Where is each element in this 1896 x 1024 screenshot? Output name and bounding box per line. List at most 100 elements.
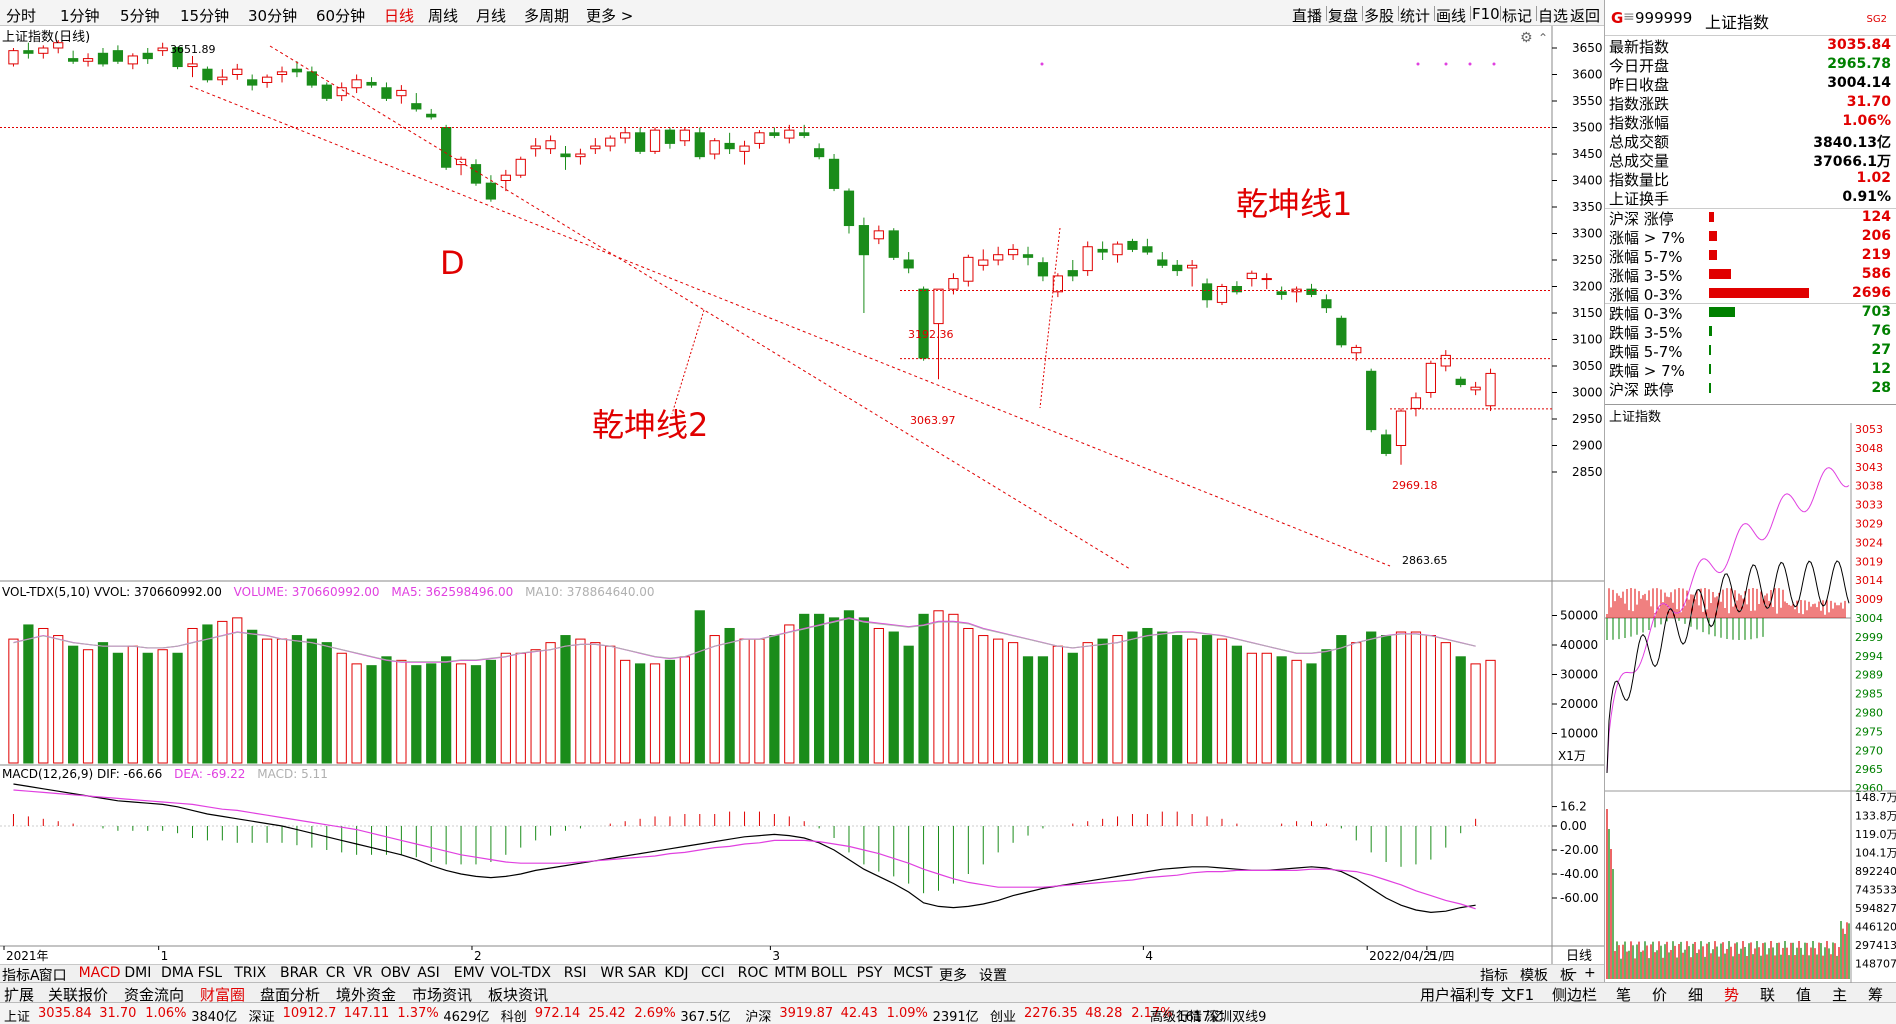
period-tab-monthly[interactable]: 月线	[476, 7, 507, 25]
indicator-right-tab[interactable]: 指标	[1480, 968, 1508, 984]
period-tab-5min[interactable]: 5分钟	[120, 7, 160, 25]
indicator-tab[interactable]: VR	[353, 965, 373, 981]
bottom-tab[interactable]: 财富圈	[200, 986, 246, 1004]
indicator-tab[interactable]: 指标A	[2, 968, 40, 984]
status-item[interactable]: 科创	[500, 1010, 527, 1024]
indicator-tab[interactable]: MTM	[774, 965, 807, 981]
status-item: 3919.87	[779, 1006, 834, 1021]
indicator-right-tab[interactable]: 模板	[1520, 968, 1548, 984]
indicator-tab[interactable]: ASI	[417, 965, 440, 981]
quote-panel-tab[interactable]: 主	[1832, 986, 1848, 1004]
period-tab-60min[interactable]: 60分钟	[316, 7, 366, 25]
indicator-tab[interactable]: 更多	[939, 968, 967, 984]
indicator-tab[interactable]: CR	[325, 965, 346, 981]
intraday-svg[interactable]: 3053 3048 3043 3038 3033 3029 3024 3019 3014 3009…	[1605, 423, 1896, 983]
bottom-right-tab[interactable]: 用户福利专	[1420, 986, 1496, 1004]
bottom-tab[interactable]: 关联报价	[48, 986, 109, 1004]
period-tab-daily[interactable]: 日线	[384, 7, 415, 25]
breadth-label: 涨幅 > 7%	[1609, 229, 1685, 247]
quote-panel-tab[interactable]: 势	[1724, 986, 1740, 1004]
chart-area[interactable]: 3650 3600 3550 3500 3450 3400 3350 3300 3250 3200…	[0, 26, 1604, 964]
bottom-tab[interactable]: 盘面分析	[260, 986, 321, 1004]
indicator-tab[interactable]: KDJ	[664, 965, 689, 981]
candle-body	[38, 47, 49, 54]
indicator-tab[interactable]: SAR	[627, 965, 657, 981]
indicator-tab[interactable]: BOLL	[810, 965, 847, 981]
tool-review[interactable]: 复盘	[1328, 7, 1359, 25]
zoom-in-icon[interactable]: +	[1584, 965, 1596, 981]
indicator-tab[interactable]: VOL-TDX	[490, 965, 551, 981]
tool-mark[interactable]: 标记	[1502, 7, 1533, 25]
quote-panel-tab[interactable]: 联	[1760, 986, 1776, 1004]
indicator-right-tab[interactable]: 板	[1560, 968, 1574, 984]
bottom-tab[interactable]: 市场资讯	[412, 986, 473, 1004]
period-tab-intraday[interactable]: 分时	[6, 7, 37, 25]
volume-bar	[247, 629, 258, 764]
tool-multistock[interactable]: 多股	[1364, 7, 1395, 25]
indicator-tab[interactable]: DMA	[161, 965, 194, 981]
quote-field-label: 总成交量	[1609, 152, 1670, 170]
status-item[interactable]: 上证	[4, 1010, 31, 1024]
quote-field-label: 指数量比	[1609, 171, 1670, 189]
indicator-tab[interactable]: EMV	[453, 965, 485, 981]
macd-legend: MACD(12,26,9) DIF: -66.66 DEA: -69.22 MA…	[2, 767, 328, 781]
period-tab-15min[interactable]: 15分钟	[180, 7, 230, 25]
tool-stats[interactable]: 统计	[1400, 7, 1431, 25]
tool-draw[interactable]: 画线	[1436, 7, 1467, 25]
period-tab-weekly[interactable]: 周线	[428, 7, 459, 25]
indicator-tab[interactable]: MCST	[893, 965, 933, 981]
indicator-tab[interactable]: DMI	[124, 965, 152, 981]
bottom-tab[interactable]: 境外资金	[336, 986, 397, 1004]
candle-body	[784, 129, 795, 139]
candle-body	[1052, 275, 1063, 293]
volume-bar	[1321, 649, 1332, 764]
volume-bar	[500, 652, 511, 764]
tool-live[interactable]: 直播	[1292, 7, 1323, 25]
quote-panel-tab[interactable]: 笔	[1616, 986, 1632, 1004]
quote-panel-tab[interactable]: 值	[1796, 986, 1812, 1004]
indicator-tab[interactable]: BRAR	[280, 965, 319, 981]
indicator-tab[interactable]: FSL	[197, 965, 223, 981]
indicator-tab[interactable]: TRIX	[234, 965, 267, 981]
market-status-bar: 上证 3035.84 31.70 1.06% 3840亿 深证 10912.7 147.11 1…	[0, 1002, 1896, 1024]
quote-panel-tab[interactable]: 价	[1652, 986, 1668, 1004]
status-item[interactable]: 创业	[990, 1010, 1017, 1024]
bottom-tab[interactable]: 资金流向	[124, 986, 185, 1004]
candle-body	[1336, 317, 1347, 346]
status-item[interactable]: 沪深	[745, 1010, 772, 1024]
period-tab-30min[interactable]: 30分钟	[248, 7, 298, 25]
indicator-tab[interactable]: WR	[600, 965, 624, 981]
bottom-tab[interactable]: 扩展	[4, 986, 35, 1004]
indicator-tab[interactable]: 设置	[979, 968, 1007, 984]
macd-tick-label: 0.00	[1560, 819, 1587, 833]
status-item[interactable]: 深证	[248, 1010, 275, 1024]
tool-watchlist[interactable]: 自选	[1538, 7, 1569, 25]
settings-icon[interactable]: ⚙	[1520, 30, 1533, 46]
tool-f10[interactable]: F10	[1472, 5, 1500, 23]
indicator-tab[interactable]: OBV	[380, 965, 411, 981]
volume-tick-label: 40000	[1560, 638, 1598, 652]
collapse-icon[interactable]: ⌃	[1538, 31, 1548, 45]
indicator-tab[interactable]: CCI	[701, 965, 725, 981]
kline-chart-svg[interactable]: 3650360035503500345034003350330032503200…	[0, 26, 1604, 964]
period-tab-1min[interactable]: 1分钟	[60, 7, 100, 25]
indicator-tab[interactable]: ROC	[737, 965, 769, 981]
period-tab-multi[interactable]: 多周期	[524, 7, 570, 25]
quote-panel-tab[interactable]: 细	[1688, 986, 1704, 1004]
candle-body	[649, 129, 661, 152]
bottom-right-tab[interactable]: 文F1	[1501, 986, 1535, 1004]
bottom-right-tab[interactable]: 侧边栏	[1552, 986, 1598, 1004]
tool-back[interactable]: 返回	[1570, 7, 1601, 25]
intraday-mini-chart[interactable]: 上证指数 3053 3048 3043 3038 3033 3029 3024 3019 301…	[1605, 404, 1896, 983]
menu-icon[interactable]: ≡	[1623, 9, 1635, 25]
indicator-tab[interactable]: 窗口	[38, 968, 67, 984]
period-tab-more[interactable]: 更多 >	[586, 7, 634, 25]
bottom-tab[interactable]: 板块资讯	[488, 986, 549, 1004]
indicator-tab[interactable]: PSY	[856, 965, 883, 981]
zoom-out-icon[interactable]: −	[1566, 965, 1578, 981]
quote-panel-tab[interactable]: 筹	[1868, 986, 1884, 1004]
candle-body	[1127, 240, 1138, 250]
indicator-tab[interactable]: MACD	[78, 965, 121, 981]
candle-body	[1216, 286, 1228, 303]
indicator-tab[interactable]: RSI	[563, 965, 587, 981]
